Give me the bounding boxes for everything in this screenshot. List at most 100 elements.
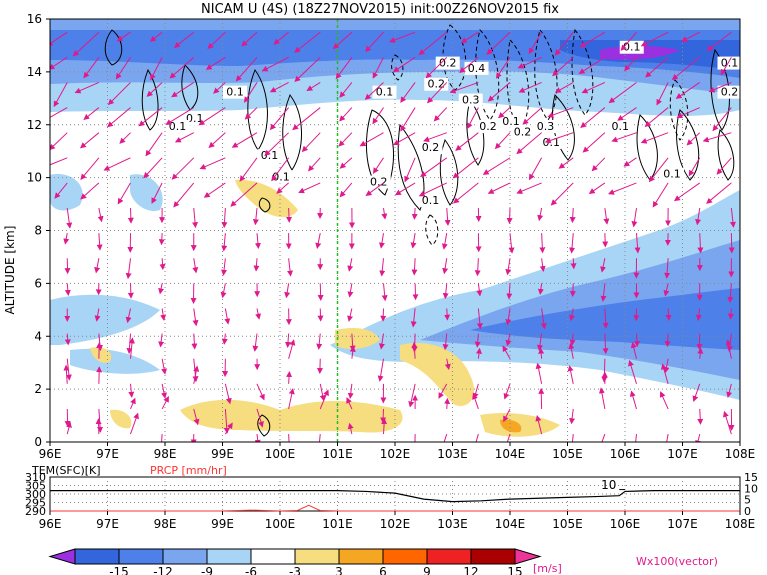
wind-vector bbox=[161, 358, 168, 375]
contour-label-bg bbox=[372, 85, 397, 99]
colorbar-tick-label: 12 bbox=[463, 565, 478, 575]
wind-vector bbox=[726, 333, 733, 353]
x-tick-label: 99E bbox=[211, 447, 234, 461]
wind-vector bbox=[444, 397, 451, 409]
wind-vector bbox=[241, 31, 258, 47]
wind-vector bbox=[224, 308, 231, 325]
wind-vector bbox=[381, 207, 388, 220]
wind-vector bbox=[339, 107, 353, 122]
wind-vector bbox=[569, 434, 576, 442]
contour-label-bg bbox=[510, 125, 535, 139]
wind-vector bbox=[516, 182, 542, 194]
temp-annotation: 10 bbox=[601, 478, 616, 492]
lower-x-tick-label: 100E bbox=[265, 517, 296, 531]
wind-vector bbox=[537, 283, 544, 295]
wind-vector bbox=[161, 396, 169, 410]
wind-vector bbox=[645, 56, 669, 78]
wind-vector bbox=[567, 365, 574, 384]
wind-vector bbox=[410, 308, 417, 328]
colorbar-tick-label: -3 bbox=[289, 565, 301, 575]
wind-vector bbox=[335, 57, 353, 80]
lower-right-tick-label: 10 bbox=[744, 482, 758, 495]
wind-vector bbox=[276, 182, 289, 194]
wind-vector bbox=[442, 258, 449, 275]
wind-vector bbox=[130, 412, 139, 435]
wind-vector bbox=[444, 308, 451, 321]
wind-vector bbox=[676, 107, 700, 119]
contour-dashed-7 bbox=[669, 79, 689, 141]
lower-x-tick-label: 96E bbox=[39, 517, 62, 531]
wind-vector bbox=[522, 107, 542, 125]
wind-vector bbox=[79, 132, 100, 149]
y-tick-label: 10 bbox=[27, 171, 42, 185]
wind-vector bbox=[117, 182, 131, 205]
wind-vector bbox=[695, 433, 702, 442]
wind-vector bbox=[697, 408, 704, 425]
wind-vector bbox=[235, 57, 258, 82]
wind-vector bbox=[506, 283, 513, 300]
wind-vector bbox=[65, 358, 72, 381]
wind-vector bbox=[338, 132, 353, 147]
wind-vector bbox=[347, 283, 354, 298]
wind-vector bbox=[159, 258, 166, 271]
x-axis: 96E 97E 98E 99E 100E 101E 102E 103E 104E 105E 106E… bbox=[39, 442, 756, 461]
wind-vector bbox=[231, 132, 258, 148]
wind-vector bbox=[380, 408, 387, 424]
wind-vector bbox=[349, 333, 356, 352]
wind-vector bbox=[423, 132, 447, 143]
wind-vector bbox=[107, 107, 131, 128]
wind-vector bbox=[94, 258, 101, 274]
contour-label: 0.1 bbox=[612, 120, 630, 133]
wind-vector bbox=[411, 258, 418, 276]
wind-vector bbox=[315, 233, 322, 249]
wind-vector bbox=[207, 31, 226, 50]
x-tick-label: 101E bbox=[322, 447, 353, 461]
wind-vector bbox=[286, 370, 293, 384]
wind-vector bbox=[221, 207, 228, 229]
wind-vector bbox=[286, 208, 293, 223]
wind-vector bbox=[455, 132, 479, 151]
wind-vector bbox=[145, 132, 163, 157]
wind-vector bbox=[316, 333, 323, 350]
wind-vector bbox=[273, 31, 289, 45]
lower-x-tick-label: 103E bbox=[437, 517, 468, 531]
contour-14 bbox=[717, 129, 735, 181]
contour-label: 0.3 bbox=[462, 94, 480, 107]
wind-vector bbox=[127, 208, 134, 224]
contour-15 bbox=[257, 414, 271, 437]
wind-vector bbox=[635, 434, 637, 442]
contour-label: 0.2 bbox=[422, 141, 440, 154]
contour-16 bbox=[258, 197, 271, 213]
wind-vector bbox=[476, 308, 483, 330]
wind-vector bbox=[50, 157, 68, 166]
wind-vector bbox=[381, 283, 388, 302]
x-tick-label: 108E bbox=[725, 447, 756, 461]
wind-vector bbox=[503, 408, 511, 423]
wind-vector bbox=[603, 207, 610, 225]
wind-vector bbox=[697, 233, 704, 254]
wind-vector bbox=[410, 233, 417, 249]
contour-label: 0.1 bbox=[376, 86, 394, 99]
wind-vector bbox=[659, 391, 669, 410]
wind-vector bbox=[115, 57, 131, 80]
wind-vector bbox=[444, 207, 451, 226]
wind-vector bbox=[125, 308, 132, 324]
contour-8 bbox=[439, 138, 459, 206]
wind-vector bbox=[528, 157, 543, 181]
lower-x-tick-label: 97E bbox=[96, 517, 119, 531]
wind-vector bbox=[306, 82, 321, 92]
wind-vector bbox=[539, 233, 546, 254]
contour-label-bg bbox=[418, 194, 443, 208]
x-tick-label: 104E bbox=[495, 447, 526, 461]
contour-label-bg bbox=[660, 167, 684, 181]
colorbar-swatch bbox=[382, 548, 428, 565]
wind-vector bbox=[252, 333, 259, 352]
wind-vector bbox=[256, 383, 265, 401]
wind-vector bbox=[378, 233, 385, 249]
wind-vector bbox=[317, 283, 324, 301]
colorbar-swatch bbox=[294, 548, 340, 565]
colorbar-tick-label: 3 bbox=[335, 565, 343, 575]
contour-label: 0.1 bbox=[721, 57, 739, 70]
wind-vector bbox=[96, 333, 103, 352]
